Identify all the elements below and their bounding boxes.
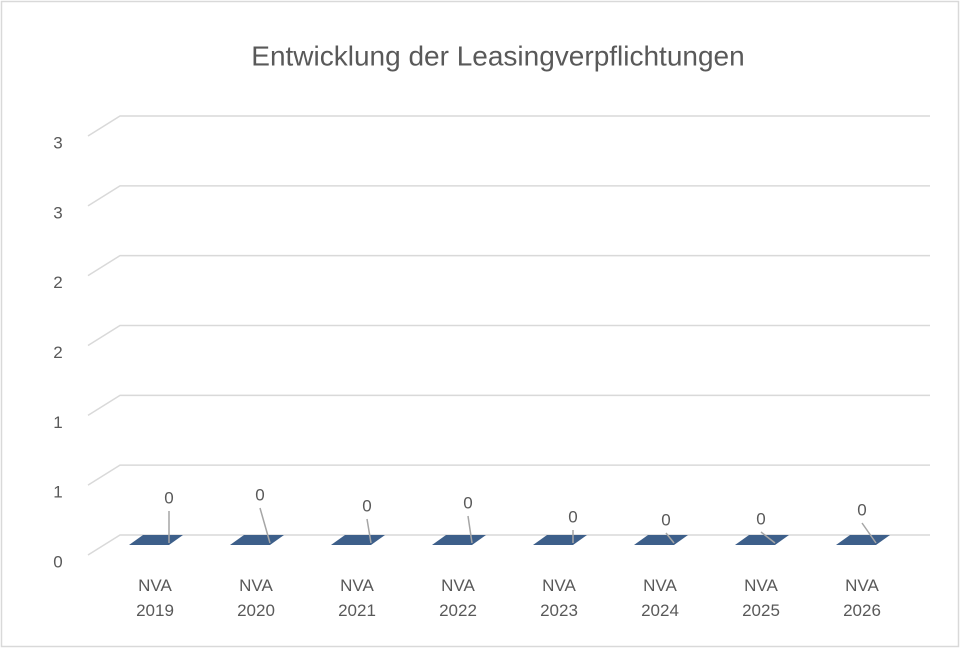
data-label: 0 — [164, 488, 173, 507]
x-tick-label: NVA 2025 — [742, 576, 780, 620]
grid-line — [87, 324, 930, 347]
y-tick-label: 2 — [53, 343, 62, 362]
grid-line — [87, 185, 930, 207]
grid-line — [87, 254, 930, 277]
x-tick-label: NVA 2026 — [843, 576, 881, 620]
data-label: 0 — [568, 507, 577, 526]
leader-line — [861, 522, 877, 544]
data-label: 0 — [857, 500, 866, 519]
leader-line — [760, 531, 776, 544]
leader-line — [259, 507, 271, 544]
bar — [735, 535, 789, 545]
grid-line — [87, 115, 930, 137]
y-tick-label: 1 — [53, 413, 62, 432]
leader-line — [665, 532, 675, 544]
x-tick-label: NVA 2024 — [641, 576, 679, 620]
data-label: 0 — [463, 493, 472, 512]
y-tick-label: 2 — [53, 273, 62, 292]
chart-title: Entwicklung der Leasingverpflichtungen — [251, 40, 744, 71]
x-tick-label: NVA 2019 — [136, 576, 174, 620]
y-tick-label: 3 — [53, 203, 62, 222]
data-label: 0 — [255, 485, 264, 504]
data-label: 0 — [362, 496, 371, 515]
leader-line — [366, 518, 372, 544]
x-tick-label: NVA 2020 — [237, 576, 275, 620]
y-tick-label: 3 — [53, 133, 62, 152]
grid-line — [87, 394, 930, 416]
x-tick-label: NVA 2023 — [540, 576, 578, 620]
data-label: 0 — [756, 509, 765, 528]
grid-line — [87, 464, 930, 486]
data-label: 0 — [661, 510, 670, 529]
x-tick-label: NVA 2021 — [338, 576, 376, 620]
leader-line — [467, 515, 473, 544]
x-tick-label: NVA 2022 — [439, 576, 477, 620]
y-tick-label: 0 — [53, 552, 62, 571]
y-tick-label: 1 — [53, 483, 62, 502]
